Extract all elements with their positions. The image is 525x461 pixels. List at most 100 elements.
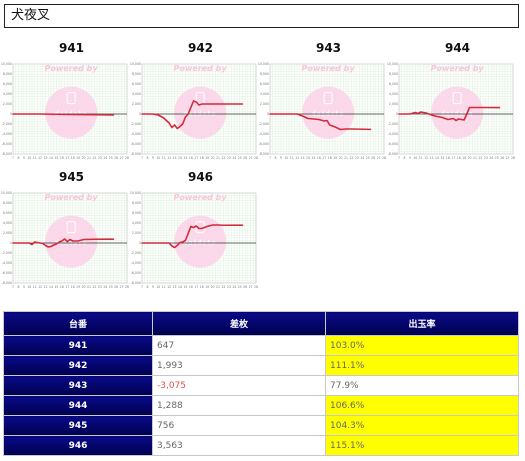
x-tick-label: 28 (254, 285, 258, 289)
x-tick-label: 22 (221, 285, 225, 289)
x-tick-label: 9 (23, 156, 25, 160)
table-header-row: 台番 差枚 出玉率 (3, 311, 519, 336)
x-tick-label: 24 (103, 285, 107, 289)
table-row[interactable]: 946 3,563 115.1% (3, 435, 519, 456)
table-row[interactable]: 942 1,993 111.1% (3, 355, 519, 376)
slump-chart-svg: Powered bydaidata10,0008,0006,0004,0002,… (130, 170, 258, 289)
x-tick-label: 16 (189, 285, 193, 289)
x-tick-label: 11 (33, 285, 37, 289)
x-tick-label: 25 (238, 285, 242, 289)
x-tick-label: 24 (489, 156, 493, 160)
plot-border (12, 192, 128, 284)
y-tick-label: 4,000 (132, 92, 141, 96)
unit-number-cell: 945 (3, 415, 153, 436)
x-tick-label: 16 (60, 156, 64, 160)
page-title: 犬夜叉 (4, 4, 519, 28)
y-tick-label: 10,000 (387, 62, 398, 66)
y-tick-label: 2,000 (132, 231, 141, 235)
unit-number-cell: 944 (3, 395, 153, 416)
watermark-circle (45, 215, 98, 268)
x-tick-label: 7 (12, 156, 14, 160)
x-tick-label: 17 (65, 285, 69, 289)
x-tick-label: 14 (49, 285, 53, 289)
x-tick-label: 10 (27, 285, 31, 289)
x-tick-label: 28 (382, 156, 386, 160)
rate-cell: 77.9% (325, 375, 519, 396)
x-tick-label: 26 (371, 156, 375, 160)
x-tick-label: 12 (38, 156, 42, 160)
y-tick-label: -4,000 (131, 132, 141, 136)
series-line (12, 238, 115, 248)
x-tick-label: 12 (38, 285, 42, 289)
y-tick-label: 8,000 (260, 72, 269, 76)
y-tick-label: 2,000 (260, 102, 269, 106)
diff-cell: -3,075 (152, 375, 326, 396)
x-tick-label: 22 (92, 156, 96, 160)
x-tick-label: 24 (103, 156, 107, 160)
column-header-diff: 差枚 (152, 311, 326, 336)
x-tick-label: 10 (156, 285, 160, 289)
slump-chart-svg: Powered bydaidata10,0008,0006,0004,0002,… (258, 41, 386, 160)
table-row[interactable]: 944 1,288 106.6% (3, 395, 519, 416)
x-tick-label: 7 (141, 156, 143, 160)
y-tick-label: 2,000 (3, 231, 12, 235)
y-tick-label: 10,000 (1, 191, 12, 195)
x-tick-label: 13 (44, 285, 48, 289)
table-row[interactable]: 941 647 103.0% (3, 335, 519, 356)
x-tick-label: 28 (254, 156, 258, 160)
x-tick-label: 20 (468, 156, 472, 160)
y-tick-label: 8,000 (3, 72, 12, 76)
x-tick-label: 25 (238, 156, 242, 160)
rate-cell: 104.3% (325, 415, 519, 436)
rate-cell: 103.0% (325, 335, 519, 356)
y-tick-label: -4,000 (2, 132, 12, 136)
watermark-circle (45, 86, 98, 139)
x-tick-label: 19 (76, 156, 80, 160)
plot-border (269, 63, 385, 155)
x-tick-label: 15 (183, 285, 187, 289)
table-row[interactable]: 943 -3,075 77.9% (3, 375, 519, 396)
y-tick-label: -2,000 (2, 122, 12, 126)
series-line (141, 224, 244, 249)
x-tick-label: 28 (125, 156, 129, 160)
y-tick-label: 4,000 (389, 92, 398, 96)
y-tick-label: -6,000 (259, 142, 269, 146)
y-tick-label: -8,000 (388, 152, 398, 156)
slump-chart: Powered by daidata 10,000 8,000 6,000 4,000 2,… (130, 167, 259, 292)
watermark-powered-by: Powered by (431, 64, 485, 73)
y-tick-label: -6,000 (131, 271, 141, 275)
x-tick-label: 18 (71, 285, 75, 289)
plot-border (141, 192, 257, 284)
series-line (12, 113, 115, 116)
x-tick-label: 26 (243, 156, 247, 160)
y-tick-label: 4,000 (132, 221, 141, 225)
y-tick-label: 2,000 (132, 102, 141, 106)
y-tick-label: -8,000 (259, 152, 269, 156)
x-tick-label: 8 (146, 285, 148, 289)
x-tick-label: 27 (120, 156, 124, 160)
x-tick-label: 11 (162, 156, 166, 160)
x-tick-label: 12 (295, 156, 299, 160)
y-tick-label: 10,000 (258, 62, 269, 66)
table-row[interactable]: 945 756 104.3% (3, 415, 519, 436)
x-tick-label: 18 (457, 156, 461, 160)
x-tick-label: 27 (506, 156, 510, 160)
y-tick-label: -2,000 (131, 122, 141, 126)
x-tick-label: 9 (152, 285, 154, 289)
unit-number-cell: 941 (3, 335, 153, 356)
y-tick-label: 4,000 (260, 92, 269, 96)
plot-border (12, 63, 128, 155)
y-tick-label: 0 (396, 112, 398, 116)
x-tick-label: 17 (65, 156, 69, 160)
x-tick-label: 20 (339, 156, 343, 160)
x-tick-label: 21 (216, 285, 220, 289)
x-tick-label: 15 (54, 285, 58, 289)
x-tick-label: 21 (344, 156, 348, 160)
x-tick-label: 11 (290, 156, 294, 160)
y-tick-label: -4,000 (2, 261, 12, 265)
y-tick-label: -6,000 (388, 142, 398, 146)
x-tick-label: 19 (462, 156, 466, 160)
chart-title: 941 (59, 41, 84, 55)
x-tick-label: 13 (301, 156, 305, 160)
chart-title: 942 (188, 41, 213, 55)
